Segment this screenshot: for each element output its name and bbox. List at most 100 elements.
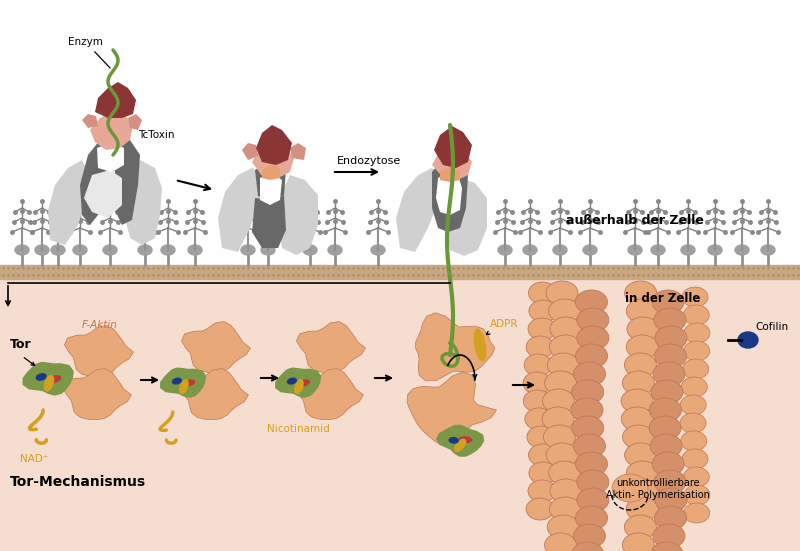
Ellipse shape: [73, 245, 87, 255]
Ellipse shape: [528, 480, 556, 502]
PathPatch shape: [290, 143, 306, 160]
PathPatch shape: [128, 114, 142, 130]
PathPatch shape: [48, 160, 90, 245]
Ellipse shape: [577, 308, 609, 332]
PathPatch shape: [436, 172, 462, 215]
Ellipse shape: [138, 245, 152, 255]
Ellipse shape: [173, 378, 182, 384]
Ellipse shape: [626, 299, 658, 323]
Text: F-Aktin: F-Aktin: [82, 320, 118, 330]
Ellipse shape: [287, 378, 296, 384]
PathPatch shape: [294, 369, 363, 420]
Ellipse shape: [574, 524, 606, 548]
PathPatch shape: [242, 143, 258, 160]
Ellipse shape: [526, 498, 554, 520]
Ellipse shape: [735, 245, 749, 255]
Ellipse shape: [574, 362, 606, 386]
Ellipse shape: [622, 371, 654, 395]
Ellipse shape: [684, 341, 710, 361]
Ellipse shape: [44, 376, 54, 391]
Ellipse shape: [682, 287, 708, 307]
Ellipse shape: [577, 488, 609, 512]
PathPatch shape: [432, 158, 468, 232]
PathPatch shape: [65, 326, 134, 377]
Ellipse shape: [572, 380, 604, 404]
PathPatch shape: [95, 82, 136, 118]
Ellipse shape: [545, 533, 577, 551]
Ellipse shape: [761, 245, 775, 255]
Ellipse shape: [654, 344, 686, 368]
PathPatch shape: [256, 125, 292, 165]
Ellipse shape: [626, 461, 658, 485]
Text: Tor-Mechanismus: Tor-Mechanismus: [10, 475, 146, 489]
PathPatch shape: [252, 140, 294, 178]
PathPatch shape: [90, 112, 133, 150]
Ellipse shape: [47, 376, 61, 383]
Ellipse shape: [241, 245, 255, 255]
Ellipse shape: [459, 437, 472, 442]
Ellipse shape: [182, 380, 194, 386]
Ellipse shape: [621, 389, 653, 413]
Ellipse shape: [649, 416, 681, 440]
Ellipse shape: [682, 377, 707, 397]
Ellipse shape: [625, 281, 657, 305]
PathPatch shape: [115, 140, 140, 225]
Ellipse shape: [523, 372, 551, 394]
Ellipse shape: [612, 474, 648, 502]
Ellipse shape: [549, 299, 581, 323]
Ellipse shape: [188, 245, 202, 255]
Text: NAD⁺: NAD⁺: [20, 454, 48, 464]
Ellipse shape: [682, 449, 708, 469]
Ellipse shape: [577, 470, 609, 494]
Ellipse shape: [654, 308, 686, 332]
PathPatch shape: [80, 140, 108, 225]
Ellipse shape: [577, 326, 609, 350]
Ellipse shape: [527, 426, 555, 448]
Ellipse shape: [15, 245, 29, 255]
Ellipse shape: [528, 318, 556, 340]
PathPatch shape: [436, 425, 484, 457]
PathPatch shape: [160, 368, 206, 398]
Ellipse shape: [529, 300, 557, 322]
Text: Enzym: Enzym: [68, 37, 110, 68]
Ellipse shape: [529, 444, 557, 466]
Ellipse shape: [653, 362, 685, 386]
PathPatch shape: [262, 165, 280, 180]
Ellipse shape: [261, 245, 275, 255]
Ellipse shape: [546, 443, 578, 467]
Ellipse shape: [651, 245, 665, 255]
Ellipse shape: [523, 390, 551, 412]
Ellipse shape: [650, 434, 682, 458]
Ellipse shape: [328, 245, 342, 255]
Ellipse shape: [180, 380, 188, 393]
Ellipse shape: [303, 245, 317, 255]
Ellipse shape: [708, 245, 722, 255]
Bar: [0, 265, 800, 279]
Ellipse shape: [523, 245, 537, 255]
Ellipse shape: [450, 437, 458, 443]
Ellipse shape: [574, 434, 606, 458]
Ellipse shape: [683, 467, 710, 487]
PathPatch shape: [432, 142, 472, 180]
Ellipse shape: [627, 317, 659, 341]
Bar: [0, 0, 800, 272]
Ellipse shape: [294, 380, 303, 393]
PathPatch shape: [275, 368, 321, 398]
Bar: [0, 272, 800, 551]
Ellipse shape: [103, 245, 117, 255]
Ellipse shape: [655, 488, 687, 512]
Ellipse shape: [682, 359, 709, 379]
Ellipse shape: [650, 398, 682, 422]
Ellipse shape: [545, 371, 577, 395]
Ellipse shape: [683, 305, 710, 325]
PathPatch shape: [434, 126, 472, 168]
Ellipse shape: [624, 515, 656, 539]
Text: Nicotinamid: Nicotinamid: [266, 424, 330, 434]
Ellipse shape: [549, 461, 581, 485]
PathPatch shape: [218, 168, 262, 252]
PathPatch shape: [179, 369, 249, 420]
Ellipse shape: [550, 479, 582, 503]
PathPatch shape: [125, 160, 162, 245]
Ellipse shape: [626, 497, 658, 521]
Ellipse shape: [622, 533, 654, 551]
